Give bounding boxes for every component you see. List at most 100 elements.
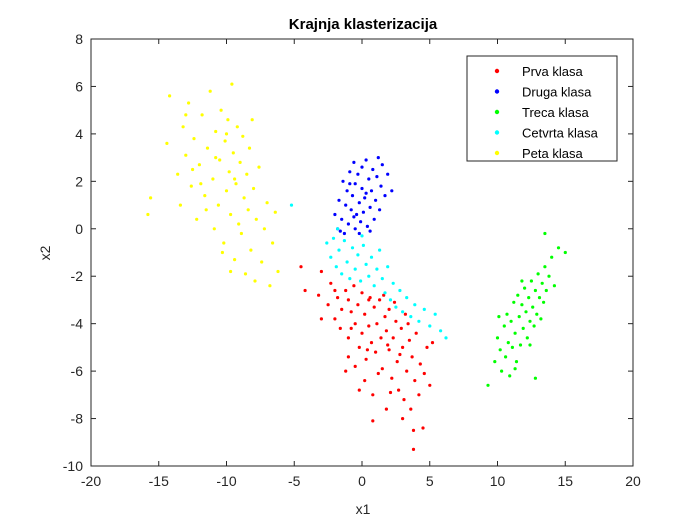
x-tick-label: 5: [426, 473, 434, 489]
data-point: [397, 388, 401, 392]
y-tick-label: -10: [63, 458, 83, 474]
data-point: [529, 279, 534, 283]
data-point: [509, 319, 513, 323]
y-tick-label: -8: [71, 411, 84, 427]
data-point: [246, 208, 250, 212]
x-tick-label: 0: [358, 473, 366, 489]
data-point: [364, 158, 368, 162]
y-tick-label: 8: [75, 31, 83, 47]
data-point: [191, 167, 195, 172]
data-point: [252, 186, 256, 191]
data-point: [504, 355, 508, 359]
data-point: [334, 265, 338, 269]
data-point: [368, 229, 372, 233]
data-point: [547, 274, 551, 278]
data-point: [401, 345, 405, 349]
y-tick-label: -6: [71, 363, 84, 379]
data-point: [506, 341, 510, 345]
data-point: [214, 129, 218, 134]
y-tick-label: 6: [75, 78, 83, 94]
data-point: [218, 158, 222, 162]
data-point: [342, 231, 346, 236]
data-point: [552, 284, 557, 288]
y-tick-label: 0: [75, 221, 83, 237]
chart-title: Krajnja klasterizacija: [289, 16, 438, 33]
data-point: [181, 125, 185, 129]
data-point: [371, 419, 375, 423]
data-point: [512, 300, 516, 304]
data-point: [520, 303, 524, 307]
data-point: [233, 258, 237, 262]
data-point: [382, 293, 386, 297]
data-point: [380, 163, 384, 167]
legend-box: [466, 55, 618, 162]
data-point: [378, 298, 382, 302]
data-point: [387, 307, 391, 311]
data-point: [428, 324, 432, 328]
data-point: [379, 184, 383, 188]
data-point: [319, 317, 323, 321]
data-point: [433, 312, 437, 316]
data-point: [417, 319, 421, 323]
data-point: [375, 267, 379, 271]
data-point: [513, 367, 517, 371]
x-axis-label: x1: [356, 501, 371, 517]
data-point: [353, 322, 357, 326]
data-point: [360, 331, 364, 335]
data-point: [493, 360, 497, 364]
data-point: [384, 329, 388, 333]
data-point: [391, 281, 395, 285]
data-point: [360, 234, 364, 238]
data-point: [360, 165, 364, 169]
data-point: [364, 191, 368, 195]
data-point: [542, 300, 546, 304]
data-point: [525, 336, 529, 340]
data-point: [386, 343, 390, 347]
data-point: [394, 305, 398, 309]
data-point: [349, 208, 353, 212]
data-point: [187, 101, 191, 105]
x-tick-label: 10: [490, 473, 506, 489]
data-point: [208, 89, 212, 93]
data-point: [398, 288, 402, 293]
data-point: [374, 350, 378, 354]
data-point: [368, 205, 372, 209]
data-point: [540, 281, 544, 285]
data-point: [337, 248, 341, 252]
data-point: [528, 319, 532, 323]
data-point: [495, 336, 500, 340]
data-point: [262, 227, 266, 231]
data-point: [224, 132, 229, 136]
data-point: [184, 153, 188, 157]
data-point: [149, 196, 153, 200]
data-point: [498, 348, 502, 352]
legend-marker: [494, 89, 500, 94]
data-point: [388, 298, 393, 302]
data-point: [346, 336, 350, 340]
data-point: [299, 265, 303, 269]
data-point: [513, 331, 517, 335]
data-point: [340, 272, 344, 276]
data-point: [520, 279, 524, 283]
legend-entry-label: Peta klasa: [522, 146, 583, 161]
data-point: [338, 326, 342, 330]
data-point: [249, 248, 253, 252]
data-point: [326, 303, 330, 307]
data-point: [380, 277, 384, 281]
data-point: [329, 281, 333, 285]
data-point: [229, 212, 233, 217]
data-point: [165, 141, 169, 145]
data-point: [516, 293, 520, 297]
data-point: [340, 307, 344, 311]
data-point: [356, 172, 360, 176]
data-point: [556, 246, 561, 250]
data-point: [349, 310, 353, 314]
data-point: [409, 407, 413, 411]
data-point: [276, 269, 280, 274]
data-point: [353, 182, 357, 186]
data-point: [422, 307, 426, 311]
data-point: [367, 298, 371, 302]
data-point: [372, 284, 376, 288]
data-point: [226, 118, 230, 122]
